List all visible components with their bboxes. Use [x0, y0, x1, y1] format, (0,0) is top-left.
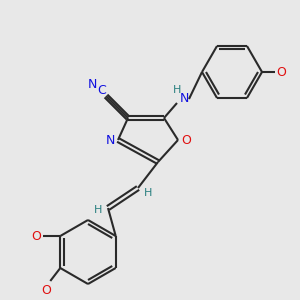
Text: H: H — [173, 85, 181, 95]
Text: N: N — [179, 92, 189, 104]
Text: H: H — [94, 205, 102, 215]
Text: O: O — [276, 65, 286, 79]
Text: C: C — [98, 85, 106, 98]
Text: O: O — [41, 284, 51, 296]
Text: N: N — [105, 134, 115, 146]
Text: H: H — [144, 188, 152, 198]
Text: O: O — [31, 230, 41, 242]
Text: N: N — [87, 77, 97, 91]
Text: O: O — [181, 134, 191, 146]
